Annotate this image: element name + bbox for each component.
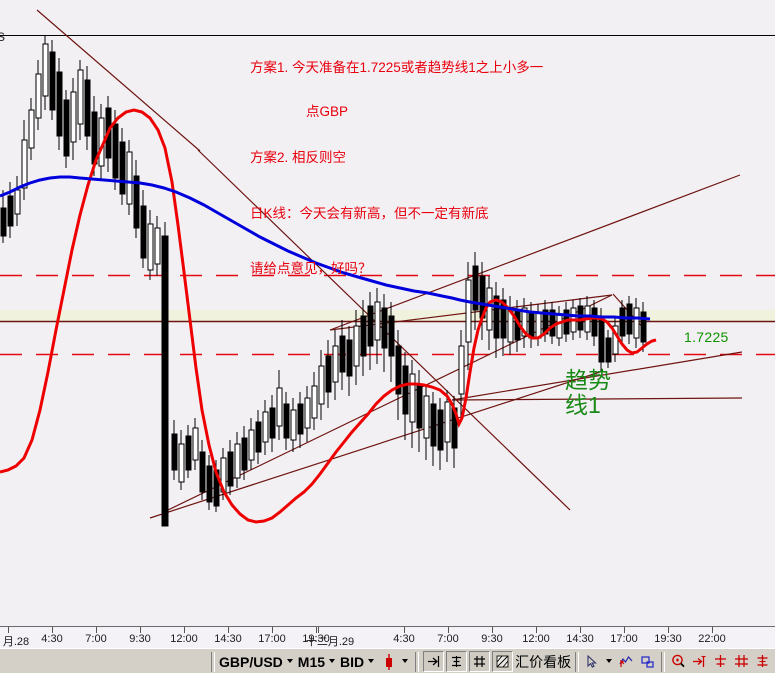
axis-label-5: 14:30	[214, 633, 242, 645]
axis-label-7: 19:30	[302, 633, 330, 645]
descending-trendline-main	[36, 9, 201, 152]
zoom-icon[interactable]	[669, 652, 689, 671]
expand-horizontal-icon[interactable]	[732, 652, 752, 671]
trendline-1	[451, 351, 743, 401]
axis-tick	[624, 627, 625, 633]
annotation-line-1: 方案1. 今天准备在1.7225或者趋势线1之上小多一	[250, 60, 544, 75]
slow-moving-average	[0, 175, 651, 321]
axis-label-15: 22:00	[698, 633, 726, 645]
axis-tick	[668, 627, 669, 633]
axis-tick	[404, 627, 405, 633]
axis-label-3: 9:30	[129, 633, 151, 645]
symbol-label[interactable]: GBP/USD	[219, 653, 283, 670]
snap-right-icon[interactable]	[423, 651, 445, 672]
annotation-line-2: 方案2. 相反则空	[250, 150, 347, 166]
axis-label-date-1: 月.28	[2, 636, 30, 648]
ascending-trendline-upper	[329, 174, 741, 331]
axis-tick	[536, 627, 537, 633]
axis-label-8: 4:30	[393, 633, 415, 645]
time-axis: 月.28 4:30 7:00 9:30 12:00 14:30 17:00 19…	[0, 626, 775, 649]
price-side-label[interactable]: BID	[340, 653, 365, 670]
chevron-down-icon[interactable]	[368, 658, 375, 663]
axis-label-14: 19:30	[654, 633, 682, 645]
chevron-down-icon[interactable]	[329, 658, 336, 663]
trendline-label-line-2: 线1	[565, 391, 601, 418]
chevron-down-icon[interactable]	[606, 658, 613, 663]
annotation-line-1b: 点GBP	[306, 103, 349, 119]
candlestick-series	[0, 36, 647, 527]
crosshatch-icon[interactable]	[492, 651, 514, 672]
axis-label-1: 4:30	[41, 633, 63, 645]
trendline-label: 趋势 线1	[565, 368, 611, 418]
object-tool-icon[interactable]	[638, 652, 658, 671]
axis-label-6: 17:00	[258, 633, 286, 645]
cursor-icon[interactable]	[583, 652, 603, 671]
grid-icon[interactable]	[469, 651, 491, 672]
axis-label-11: 12:00	[522, 633, 550, 645]
axis-tick	[96, 627, 97, 633]
quote-board-label[interactable]: 汇价看板	[515, 653, 572, 670]
compress-icon[interactable]	[711, 652, 731, 671]
axis-label-date-2: 十二月.29	[305, 636, 355, 648]
chart-canvas[interactable]: S 方案1. 今天准备在1.7225或者趋势线1之上小多一 点GBP 方案2. …	[0, 0, 775, 626]
annotation-line-3: 日K线：今天会有新高，但不一定有新底	[250, 205, 489, 221]
axis-tick	[712, 627, 713, 633]
axis-label-2: 7:00	[85, 633, 107, 645]
expand-vertical-icon[interactable]	[753, 652, 773, 671]
indicator-icon[interactable]	[446, 651, 468, 672]
chart-toolbar[interactable]: GBP/USD M15 BID	[0, 648, 775, 673]
price-level-label: 1.7225	[684, 329, 729, 345]
chevron-down-icon[interactable]	[402, 658, 409, 663]
fast-moving-average	[0, 108, 657, 524]
toolbar-separator	[661, 651, 666, 672]
shift-left-icon[interactable]	[690, 652, 710, 671]
axis-tick	[8, 627, 9, 633]
axis-tick	[448, 627, 449, 633]
chevron-down-icon[interactable]	[286, 658, 293, 663]
drawing-tool-icon[interactable]	[617, 652, 637, 671]
toolbar-separator	[415, 651, 420, 672]
chart-annotation-text: 方案1. 今天准备在1.7225或者趋势线1之上小多一 点GBP 方案2. 相反…	[250, 33, 610, 305]
axis-label-4: 12:00	[170, 633, 198, 645]
timeframe-label[interactable]: M15	[297, 653, 326, 670]
axis-tick	[184, 627, 185, 633]
toolbar-separator	[211, 651, 215, 672]
toolbar-separator	[575, 651, 580, 672]
axis-tick	[492, 627, 493, 633]
trendline-label-line-1: 趋势	[565, 367, 611, 393]
axis-label-13: 17:00	[610, 633, 638, 645]
clipped-edge-label: S	[0, 30, 6, 44]
axis-tick	[52, 627, 53, 633]
axis-tick	[272, 627, 273, 633]
axis-tick	[318, 627, 319, 633]
axis-tick	[140, 627, 141, 633]
trendline-1-lower	[451, 397, 743, 401]
axis-label-9: 7:00	[437, 633, 459, 645]
axis-tick	[316, 627, 317, 633]
axis-label-12: 14:30	[566, 633, 594, 645]
candlestick-icon[interactable]	[379, 652, 399, 671]
axis-label-10: 9:30	[481, 633, 503, 645]
annotation-line-4: 请给点意见，好吗？	[250, 261, 372, 277]
axis-tick	[228, 627, 229, 633]
axis-tick	[580, 627, 581, 633]
